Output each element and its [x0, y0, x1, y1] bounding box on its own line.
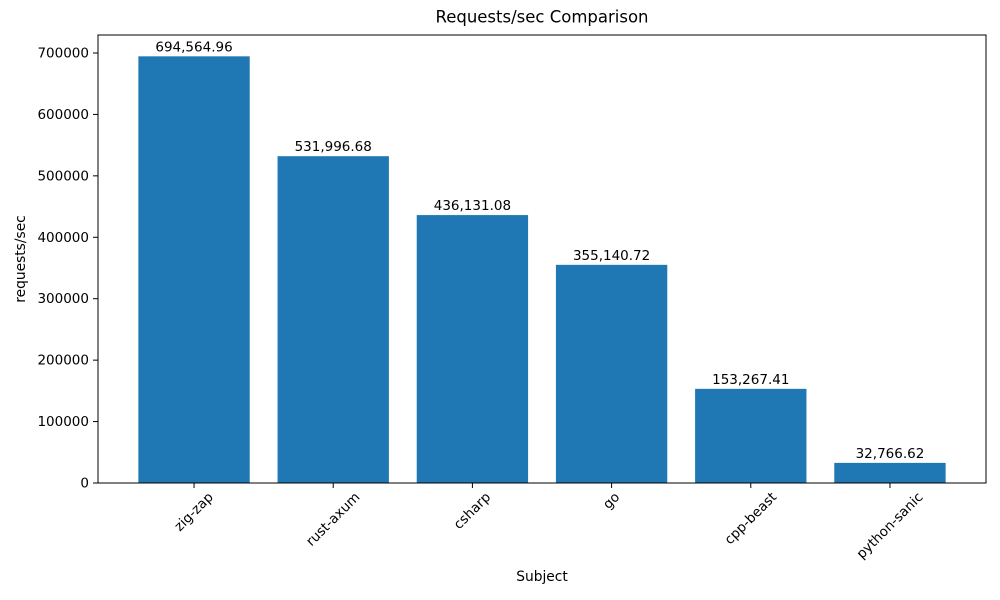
bar-value-label: 355,140.72	[573, 248, 650, 264]
y-tick-label: 0	[80, 476, 89, 492]
y-tick-label: 700000	[37, 45, 89, 61]
bar	[695, 388, 807, 483]
y-tick-label: 600000	[37, 107, 89, 123]
chart-title: Requests/sec Comparison	[435, 7, 649, 27]
bar	[555, 264, 668, 483]
bar-value-label: 436,131.08	[434, 198, 511, 214]
x-tick-label: csharp	[451, 489, 494, 532]
bar-value-label: 32,766.62	[856, 446, 925, 462]
bar	[416, 215, 529, 484]
plot-border	[97, 34, 987, 484]
y-tick-label: 200000	[37, 353, 89, 369]
x-tick-label: rust-axum	[303, 489, 363, 549]
x-axis-label: Subject	[516, 569, 568, 585]
bar-value-label: 694,564.96	[155, 39, 232, 55]
x-tick-label: cpp-beast	[721, 489, 780, 548]
bar	[834, 462, 946, 483]
bar-value-label: 153,267.41	[712, 372, 789, 388]
y-tick-label: 300000	[37, 291, 89, 307]
bar	[138, 56, 250, 483]
x-tick-label: python-sanic	[853, 489, 926, 562]
x-tick-label: go	[600, 489, 623, 512]
y-tick-label: 400000	[37, 230, 89, 246]
y-tick-label: 100000	[37, 414, 89, 430]
bar-value-label: 531,996.68	[295, 139, 372, 155]
y-tick-label: 500000	[37, 168, 89, 184]
bar	[277, 156, 389, 483]
x-tick-label: zig-zap	[171, 489, 216, 534]
